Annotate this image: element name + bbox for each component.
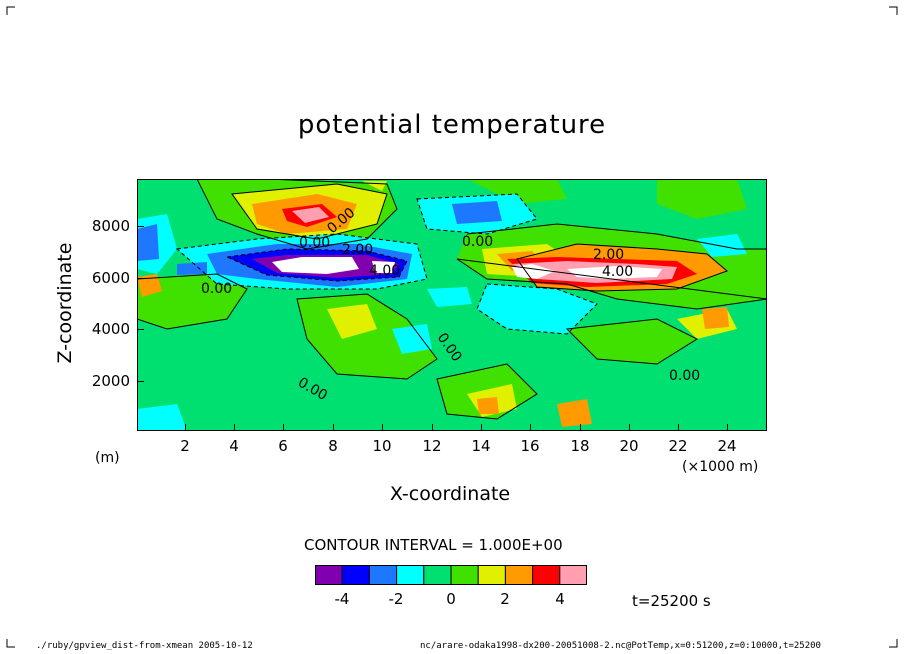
- axis-ticks: [137, 226, 728, 431]
- colorbar-swatch: [423, 565, 452, 585]
- corner-mark-top-right: [889, 6, 898, 15]
- colorbar: [315, 565, 587, 585]
- plot-frame: [137, 179, 767, 431]
- colorbar-swatch: [341, 565, 370, 585]
- contour-interval-label: CONTOUR INTERVAL = 1.000E+00: [304, 536, 563, 554]
- contour-label: 0.00: [669, 368, 700, 384]
- x-axis-unit: (×1000 m): [682, 459, 759, 475]
- colorbar-tick-label: 0: [446, 590, 456, 608]
- time-label: t=25200 s: [632, 592, 711, 610]
- x-tick-label: 10: [372, 437, 392, 455]
- colorbar-swatch: [504, 565, 534, 585]
- y-tick-label: 8000: [91, 217, 130, 235]
- y-axis-unit: (m): [95, 450, 120, 466]
- x-tick-label: 14: [471, 437, 491, 455]
- corner-mark-bottom-right: [889, 639, 898, 648]
- x-tick-label: 20: [619, 437, 639, 455]
- contour-plot: 0.00 0.00 0.00 0.00 0.00 0.00 0.00 2.00 …: [137, 179, 767, 431]
- x-tick-label: 18: [570, 437, 590, 455]
- colorbar-swatch: [315, 565, 343, 585]
- chart-title: potential temperature: [297, 110, 607, 140]
- colorbar-swatch: [368, 565, 398, 585]
- x-tick-label: 2: [180, 437, 190, 455]
- corner-mark-bottom-left: [6, 639, 15, 648]
- x-tick-label: 22: [668, 437, 688, 455]
- x-axis-label: X-coordinate: [389, 483, 511, 505]
- colorbar-swatch: [450, 565, 479, 585]
- contour-label: 4.00: [369, 263, 400, 279]
- x-tick-label: 4: [229, 437, 239, 455]
- contour-label: 0.00: [462, 234, 493, 250]
- y-tick-label: 2000: [91, 372, 130, 390]
- y-axis-label: Z-coordinate: [54, 242, 76, 364]
- y-tick-label: 6000: [91, 269, 130, 287]
- contour-label: 0.00: [201, 281, 232, 297]
- positive-region-light-green: [137, 179, 767, 419]
- x-tick-label: 8: [328, 437, 338, 455]
- x-tick-label: 24: [717, 437, 737, 455]
- footer-left: ./ruby/gpview_dist-from-xmean 2005-10-12: [36, 641, 253, 651]
- contour-label: 0.00: [299, 235, 330, 251]
- corner-mark-top-left: [6, 6, 15, 15]
- colorbar-swatch: [559, 565, 587, 585]
- contour-label: 4.00: [602, 264, 633, 280]
- negative-contour-lines: [175, 193, 598, 335]
- colorbar-tick-label: 4: [555, 590, 565, 608]
- x-tick-label: 12: [422, 437, 442, 455]
- colorbar-tick-label: 2: [500, 590, 510, 608]
- colorbar-tick-label: -4: [334, 590, 350, 608]
- contour-label: 2.00: [593, 247, 624, 263]
- colorbar-swatch: [532, 565, 561, 585]
- footer-right: nc/arare-odaka1998-dx200-20051008-2.nc@P…: [420, 641, 821, 651]
- y-tick-label: 4000: [91, 320, 130, 338]
- colorbar-swatch: [477, 565, 506, 585]
- contour-label: 2.00: [342, 242, 373, 258]
- x-tick-label: 16: [520, 437, 540, 455]
- colorbar-tick-label: -2: [388, 590, 404, 608]
- colorbar-swatch: [396, 565, 425, 585]
- contour-lines: [137, 179, 767, 420]
- x-tick-label: 6: [278, 437, 288, 455]
